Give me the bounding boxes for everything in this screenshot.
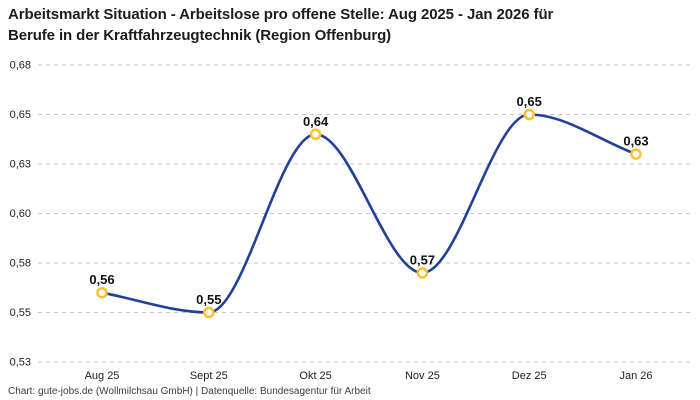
data-point-label: 0,63 [623,134,648,149]
x-tick-label: Okt 25 [299,370,331,382]
y-tick-label: 0,65 [10,109,31,121]
data-point-label: 0,64 [303,114,329,129]
x-tick-label: Dez 25 [512,370,547,382]
chart-title: Arbeitsmarkt Situation - Arbeitslose pro… [8,6,554,44]
x-tick-label: Nov 25 [405,370,440,382]
data-point-marker [416,267,429,279]
data-point-marker [523,108,535,121]
y-tick-label: 0,63 [10,159,31,171]
data-point-label: 0,55 [196,292,221,307]
y-tick-label: 0,55 [10,307,31,319]
y-tick-label: 0,60 [10,208,31,220]
data-point-marker [96,286,108,299]
data-point-marker [630,148,642,160]
x-tick-label: Jan 26 [619,370,652,382]
data-point-label: 0,56 [89,272,114,287]
x-tick-label: Sept 25 [190,370,228,382]
x-tick-label: Aug 25 [85,370,120,382]
data-point-label: 0,65 [517,94,542,109]
y-tick-label: 0,68 [10,60,31,72]
data-point-label: 0,57 [410,252,435,267]
y-tick-label: 0,58 [10,258,31,270]
chart-credit: Chart: gute-jobs.de (Wollmilchsau GmbH) … [8,386,371,397]
y-tick-label: 0,53 [10,357,31,369]
data-point-marker [309,128,322,141]
data-point-marker [203,306,215,319]
